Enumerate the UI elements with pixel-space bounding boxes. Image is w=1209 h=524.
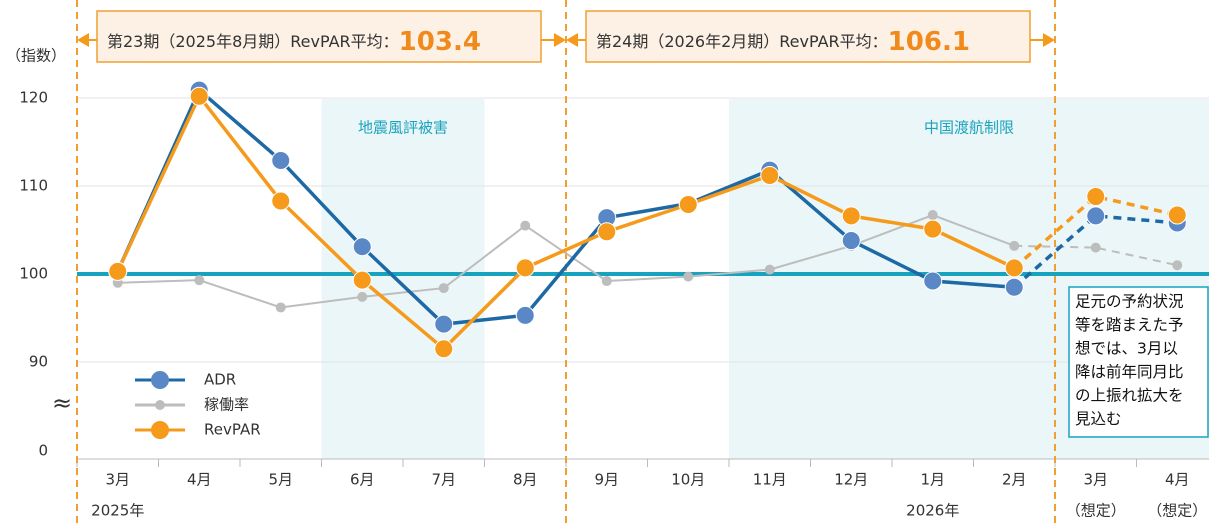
marker bbox=[1009, 240, 1020, 251]
x-tick-label: 4月 bbox=[187, 471, 212, 489]
marker bbox=[678, 194, 698, 214]
arrow-head bbox=[566, 33, 578, 47]
x-tick-label: 11月 bbox=[753, 471, 787, 489]
marker bbox=[683, 271, 694, 282]
marker bbox=[764, 264, 775, 275]
marker bbox=[434, 339, 454, 359]
x-tick-label: 8月 bbox=[513, 471, 538, 489]
marker bbox=[841, 206, 861, 226]
marker bbox=[923, 271, 943, 291]
series-line bbox=[117, 213, 1015, 309]
marker bbox=[1090, 242, 1101, 253]
period-label: 第23期（2025年8月期）RevPAR平均：103.4 bbox=[107, 27, 481, 57]
period-value: 106.1 bbox=[888, 27, 970, 57]
period-box bbox=[96, 10, 542, 63]
note-line: 見込む bbox=[1075, 410, 1122, 428]
x-tick-label: 9月 bbox=[594, 471, 619, 489]
legend-label: RevPAR bbox=[204, 421, 261, 439]
note-box bbox=[1068, 286, 1209, 438]
x-tick-label: 12月 bbox=[834, 471, 868, 489]
x-tick-label: 2月 bbox=[1002, 471, 1027, 489]
x-sublabel: 2026年 bbox=[906, 502, 959, 520]
marker bbox=[1004, 258, 1024, 278]
y-tick-label: 90 bbox=[29, 353, 48, 371]
marker bbox=[434, 314, 454, 334]
marker bbox=[923, 219, 943, 239]
note-line: 足元の予約状況 bbox=[1075, 293, 1184, 311]
y-axis-label: （指数） bbox=[6, 47, 66, 65]
marker bbox=[515, 258, 535, 278]
arrow-head bbox=[77, 33, 89, 47]
marker bbox=[760, 165, 780, 185]
axis-break: ≈ bbox=[52, 389, 72, 417]
x-tick-label: 7月 bbox=[431, 471, 456, 489]
marker bbox=[108, 261, 128, 281]
marker bbox=[189, 86, 209, 106]
series-line bbox=[116, 92, 1016, 352]
marker bbox=[1086, 187, 1106, 207]
marker bbox=[841, 231, 861, 251]
legend-marker bbox=[151, 421, 169, 439]
x-sublabel: （想定） bbox=[1066, 502, 1126, 520]
x-tick-label: 4月 bbox=[1165, 471, 1190, 489]
y-tick-label: 120 bbox=[19, 89, 48, 107]
x-tick-label: 5月 bbox=[268, 471, 293, 489]
marker bbox=[271, 191, 291, 211]
marker bbox=[1004, 277, 1024, 297]
marker bbox=[520, 220, 531, 231]
arrow-head bbox=[1043, 33, 1055, 47]
legend-marker bbox=[151, 371, 169, 389]
marker bbox=[438, 283, 449, 294]
x-sublabel: 2025年 bbox=[91, 502, 144, 520]
marker bbox=[1086, 206, 1106, 226]
legend-label: 稼働率 bbox=[204, 396, 249, 414]
marker bbox=[275, 302, 286, 313]
y-tick-label: 110 bbox=[19, 177, 48, 195]
note-line: 想では、3月以 bbox=[1075, 340, 1178, 358]
note-line: 等を踏まえた予 bbox=[1075, 316, 1184, 334]
shaded-range bbox=[321, 99, 485, 459]
marker bbox=[271, 150, 291, 170]
x-tick-label: 6月 bbox=[350, 471, 375, 489]
period-label: 第24期（2026年2月期）RevPAR平均：106.1 bbox=[596, 27, 970, 57]
period-box bbox=[585, 10, 1031, 63]
marker bbox=[1167, 205, 1187, 225]
x-tick-label: 1月 bbox=[920, 471, 945, 489]
note-line: 降は前年同月比 bbox=[1075, 363, 1184, 381]
shaded-label: 地震風評被害 bbox=[358, 119, 448, 137]
y-tick-label: 0 bbox=[38, 442, 48, 460]
series-line bbox=[116, 87, 1015, 326]
marker bbox=[927, 210, 938, 221]
x-tick-label: 3月 bbox=[1083, 471, 1108, 489]
legend-label: ADR bbox=[204, 371, 236, 389]
marker bbox=[597, 222, 617, 242]
period-text: 第24期（2026年2月期）RevPAR平均： bbox=[596, 32, 888, 51]
marker bbox=[1172, 260, 1183, 271]
x-sublabel: （想定） bbox=[1147, 502, 1207, 520]
marker bbox=[352, 270, 372, 290]
note-line: の上振れ拡大を bbox=[1075, 387, 1184, 405]
period-text: 第23期（2025年8月期）RevPAR平均： bbox=[107, 32, 399, 51]
marker bbox=[601, 276, 612, 287]
x-tick-label: 10月 bbox=[671, 471, 705, 489]
marker bbox=[194, 275, 205, 286]
period-value: 103.4 bbox=[399, 27, 481, 57]
marker bbox=[357, 291, 368, 302]
shaded-label: 中国渡航制限 bbox=[924, 119, 1014, 137]
y-tick-label: 100 bbox=[19, 265, 48, 283]
legend-marker bbox=[155, 400, 165, 410]
marker bbox=[352, 237, 372, 257]
arrow-head bbox=[554, 33, 566, 47]
x-tick-label: 3月 bbox=[105, 471, 130, 489]
marker bbox=[515, 305, 535, 325]
